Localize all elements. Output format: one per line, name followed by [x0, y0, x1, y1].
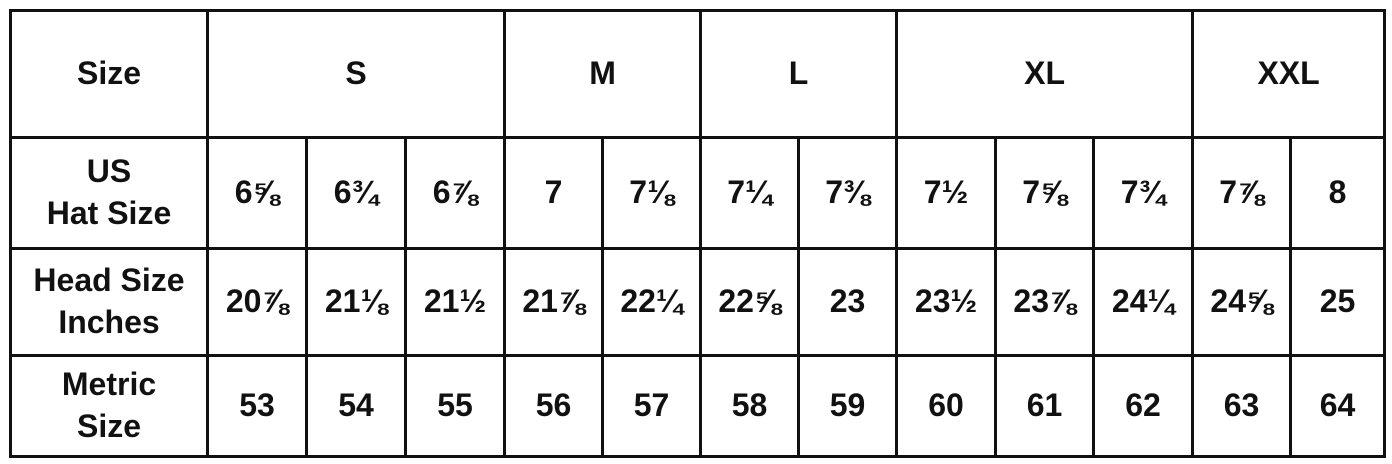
table-cell: 56 [503, 354, 605, 458]
table-cell: 20⅞ [206, 247, 308, 357]
table-cell: 58 [699, 354, 801, 458]
size-group-s: S [205, 9, 507, 139]
table-cell: 7¾ [1092, 136, 1195, 250]
table-cell: 21⅞ [503, 247, 605, 357]
table-cell: 8 [1289, 136, 1387, 250]
size-header-row: Size S M L XL XXL [9, 9, 1387, 139]
row-label-metric-size: Metric Size [9, 354, 209, 458]
table-cell: 6¾ [305, 136, 407, 250]
table-cell: 7⅞ [1191, 136, 1293, 250]
table-cell: 55 [403, 354, 507, 458]
size-group-l: L [699, 9, 899, 139]
row-label-size: Size [9, 9, 209, 139]
table-cell: 25 [1289, 247, 1387, 357]
table-cell: 7⅜ [797, 136, 899, 250]
table-cell: 60 [895, 354, 998, 458]
size-group-xl: XL [895, 9, 1195, 139]
table-cell: 21⅛ [305, 247, 407, 357]
table-cell: 21½ [403, 247, 507, 357]
row-metric-size: Metric Size 53 54 55 56 57 58 59 60 61 62 63 64 [9, 354, 1387, 458]
table-cell: 24¼ [1092, 247, 1195, 357]
table-cell: 7¼ [699, 136, 801, 250]
table-cell: 24⅝ [1191, 247, 1293, 357]
table-cell: 63 [1191, 354, 1293, 458]
table-cell: 7⅛ [601, 136, 703, 250]
table-cell: 64 [1289, 354, 1387, 458]
table-cell: 57 [601, 354, 703, 458]
table-cell: 23½ [895, 247, 998, 357]
table-cell: 23⅞ [994, 247, 1096, 357]
row-label-us-hat-size: US Hat Size [9, 136, 209, 250]
table-cell: 7½ [895, 136, 998, 250]
table-cell: 6⅞ [403, 136, 507, 250]
table-cell: 62 [1092, 354, 1195, 458]
table-cell: 7 [503, 136, 605, 250]
row-head-size-inches: Head Size Inches 20⅞ 21⅛ 21½ 21⅞ 22¼ 22⅝ 23 23½ 2… [9, 247, 1387, 357]
table-cell: 22⅝ [699, 247, 801, 357]
hat-size-chart: Size S M L XL XXL US Hat Size 6⅝ 6¾ 6⅞ 7 7⅛ 7¼ 7⅜ 7½… [9, 9, 1387, 458]
table-cell: 59 [797, 354, 899, 458]
table-cell: 54 [305, 354, 407, 458]
table-cell: 7⅝ [994, 136, 1096, 250]
size-group-xxl: XXL [1191, 9, 1387, 139]
table-cell: 6⅝ [206, 136, 308, 250]
table-cell: 53 [206, 354, 308, 458]
row-us-hat-size: US Hat Size 6⅝ 6¾ 6⅞ 7 7⅛ 7¼ 7⅜ 7½ 7⅝ 7¾ 7⅞ 8 [9, 136, 1387, 250]
table-cell: 22¼ [601, 247, 703, 357]
size-group-m: M [503, 9, 703, 139]
row-label-head-size-inches: Head Size Inches [9, 247, 209, 357]
table-cell: 23 [797, 247, 899, 357]
table-cell: 61 [994, 354, 1096, 458]
